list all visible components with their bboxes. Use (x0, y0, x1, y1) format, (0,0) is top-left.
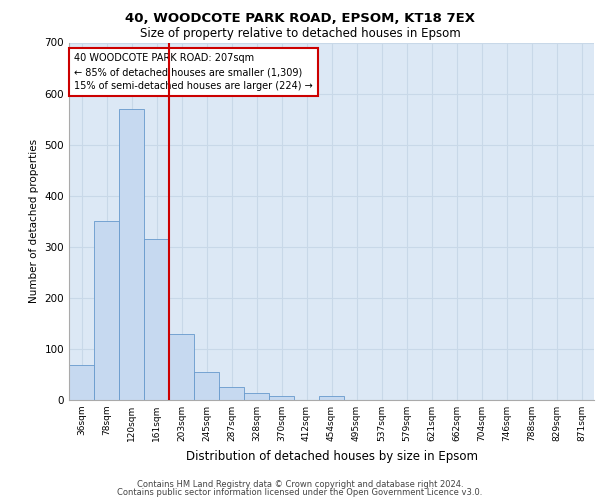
Bar (319, 396, 344, 400)
Text: Size of property relative to detached houses in Epsom: Size of property relative to detached ho… (140, 28, 460, 40)
Text: 40, WOODCOTE PARK ROAD, EPSOM, KT18 7EX: 40, WOODCOTE PARK ROAD, EPSOM, KT18 7EX (125, 12, 475, 26)
Bar (244, 394, 269, 400)
Bar (219, 387, 244, 400)
Text: Contains HM Land Registry data © Crown copyright and database right 2024.: Contains HM Land Registry data © Crown c… (137, 480, 463, 489)
Bar (144, 239, 169, 400)
Text: 40 WOODCOTE PARK ROAD: 207sqm
← 85% of detached houses are smaller (1,309)
15% o: 40 WOODCOTE PARK ROAD: 207sqm ← 85% of d… (74, 53, 313, 91)
Bar (94, 221, 119, 400)
X-axis label: Distribution of detached houses by size in Epsom: Distribution of detached houses by size … (185, 450, 478, 462)
Text: Contains public sector information licensed under the Open Government Licence v3: Contains public sector information licen… (118, 488, 482, 497)
Bar (69, 366, 94, 400)
Bar (119, 109, 144, 400)
Y-axis label: Number of detached properties: Number of detached properties (29, 139, 39, 304)
Bar (194, 372, 219, 400)
Bar (269, 396, 294, 400)
Bar (169, 334, 194, 400)
